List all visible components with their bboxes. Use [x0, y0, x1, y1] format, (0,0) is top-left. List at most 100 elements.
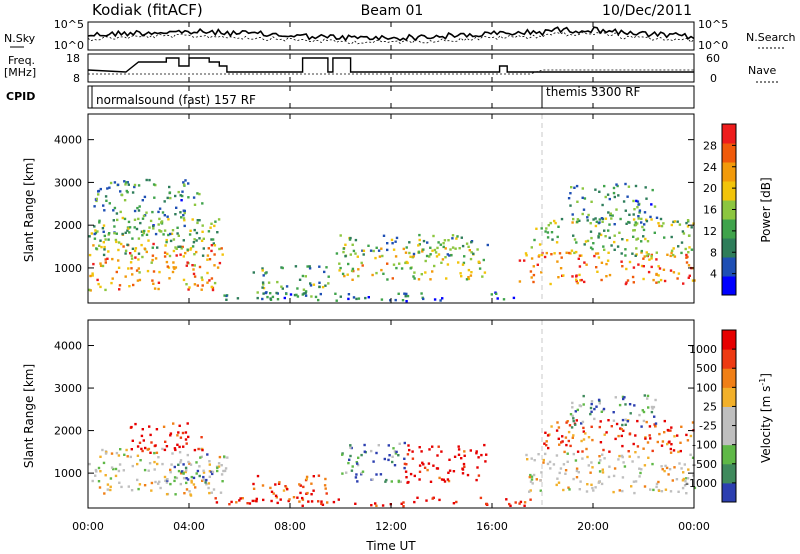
scatter-cell: [580, 254, 583, 257]
scatter-cell: [653, 205, 657, 208]
scatter-cell: [177, 234, 180, 237]
scatter-cell: [559, 467, 563, 470]
scatter-cell: [122, 245, 125, 248]
scatter-cell: [207, 247, 210, 250]
scatter-cell: [310, 295, 313, 298]
scatter-cell: [211, 472, 214, 476]
scatter-cell: [178, 445, 181, 449]
scatter-cell: [540, 253, 544, 257]
scatter-cell: [401, 299, 405, 302]
scatter-cell: [589, 471, 592, 474]
scatter-cell: [141, 199, 144, 202]
scatter-cell: [181, 470, 184, 473]
scatter-cell: [184, 438, 188, 441]
scatter-cell: [128, 231, 131, 234]
scatter-cell: [357, 297, 361, 300]
scatter-cell: [643, 223, 646, 226]
scatter-cell: [179, 436, 183, 439]
scatter-cell: [312, 489, 315, 492]
scatter-cell: [637, 455, 640, 459]
scatter-cell: [169, 434, 172, 437]
scatter-cell: [540, 271, 543, 274]
noise-left-tick-bottom: 10^0: [54, 39, 84, 52]
scatter-cell: [220, 247, 223, 250]
scatter-cell: [461, 468, 465, 471]
scatter-cell: [381, 504, 385, 507]
scatter-cell: [436, 454, 439, 457]
scatter-cell: [194, 486, 197, 489]
velocity-colorbar-label-sup: -1: [758, 378, 767, 386]
scatter-cell: [589, 406, 593, 410]
scatter-cell: [146, 448, 149, 451]
scatter-cell: [573, 251, 576, 255]
scatter-cell: [566, 452, 569, 455]
scatter-cell: [624, 403, 627, 406]
scatter-cell: [213, 244, 217, 247]
scatter-cell: [107, 233, 110, 236]
scatter-cell: [123, 217, 127, 221]
scatter-cell: [166, 196, 169, 200]
scatter-cell: [176, 434, 179, 437]
scatter-cell: [272, 492, 275, 495]
scatter-cell: [222, 469, 225, 473]
scatter-cell: [209, 226, 212, 229]
scatter-cell: [386, 242, 389, 245]
scatter-cell: [196, 219, 199, 222]
scatter-cell: [188, 286, 191, 289]
scatter-cell: [601, 471, 605, 474]
y-tick-label: 4000: [54, 134, 82, 147]
scatter-cell: [568, 424, 572, 427]
scatter-cell: [683, 484, 687, 487]
scatter-cell: [546, 434, 550, 437]
scatter-cell: [600, 278, 603, 282]
scatter-cell: [193, 238, 196, 241]
nave-tick-bottom: 0: [710, 72, 717, 85]
scatter-cell: [262, 274, 265, 277]
scatter-cell: [469, 257, 473, 261]
scatter-cell: [189, 463, 193, 466]
scatter-cell: [418, 238, 421, 242]
scatter-cell: [575, 469, 579, 473]
scatter-cell: [613, 240, 616, 244]
colorbar-cell: [722, 330, 736, 350]
scatter-cell: [324, 284, 327, 287]
x-tick-label: 04:00: [173, 520, 205, 533]
scatter-cell: [206, 281, 209, 284]
scatter-cell: [590, 425, 593, 428]
scatter-cell: [509, 504, 512, 507]
scatter-cell: [182, 214, 185, 217]
scatter-cell: [431, 497, 434, 500]
scatter-cell: [384, 480, 387, 483]
scatter-cell: [149, 433, 152, 437]
scatter-cell: [119, 190, 122, 193]
scatter-cell: [683, 463, 686, 466]
scatter-cell: [201, 254, 205, 257]
scatter-cell: [434, 251, 438, 254]
scatter-cell: [349, 446, 352, 449]
scatter-cell: [437, 253, 441, 256]
scatter-cell: [581, 457, 584, 460]
scatter-cell: [210, 222, 213, 225]
scatter-cell: [230, 500, 233, 504]
scatter-cell: [208, 491, 211, 495]
scatter-cell: [669, 451, 673, 454]
scatter-cell: [137, 217, 140, 221]
scatter-cell: [619, 427, 622, 430]
scatter-cell: [171, 270, 175, 274]
scatter-cell: [607, 251, 610, 254]
scatter-cell: [357, 268, 360, 271]
scatter-cell: [148, 425, 151, 428]
scatter-cell: [601, 203, 604, 207]
scatter-cell: [632, 281, 635, 284]
scatter-cell: [186, 248, 189, 251]
scatter-cell: [202, 471, 206, 474]
scatter-cell: [165, 493, 169, 496]
scatter-cell: [422, 463, 425, 466]
scatter-cell: [589, 412, 592, 416]
scatter-cell: [380, 298, 384, 301]
scatter-cell: [566, 460, 569, 463]
scatter-cell: [642, 265, 645, 268]
scatter-cell: [149, 451, 152, 454]
scatter-cell: [579, 404, 583, 408]
scatter-cell: [193, 283, 197, 286]
